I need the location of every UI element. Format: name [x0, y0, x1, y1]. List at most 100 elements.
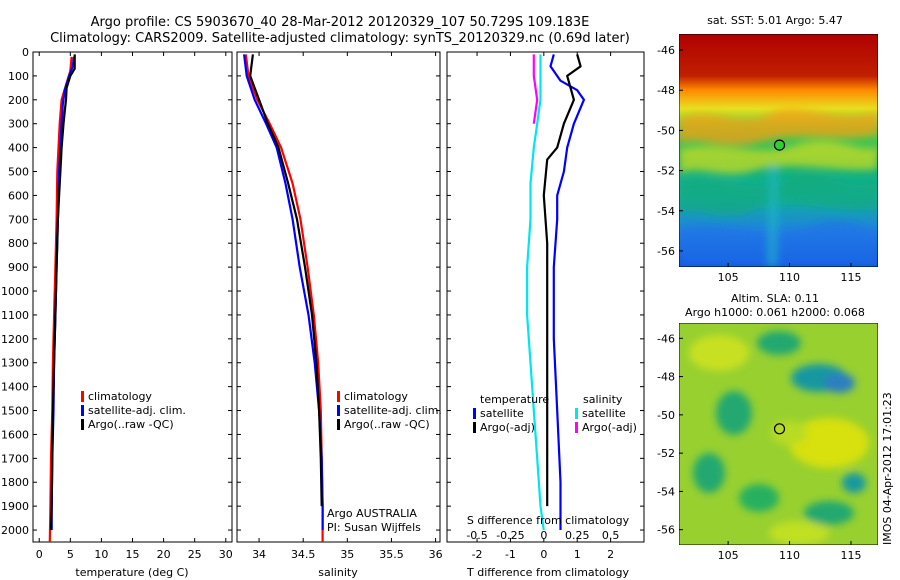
depth-tick-label: 600 [8, 189, 29, 202]
series-line-argo-raw-qc- [249, 54, 323, 507]
depth-tick-label: 1000 [1, 285, 29, 298]
x-tick-label: -2 [472, 548, 483, 561]
temperature-panel: 0100200300400500600700800900100011001200… [1, 46, 233, 579]
legend-label: satellite-adj. clim. [344, 404, 442, 417]
depth-tick-label: 2000 [1, 524, 29, 537]
difference-legend: temperature salinitysatelliteArgo(-adj)sa… [473, 393, 637, 434]
title-line1: Argo profile: CS 5903670_40 28-Mar-2012 … [91, 15, 590, 30]
x-tick-label: 34.5 [291, 548, 316, 561]
sla-subtitle: Argo h1000: 0.061 h2000: 0.068 [685, 306, 865, 319]
sst-axes: 105 110 115 -46 -48 -50 -52 -54 -56 [657, 44, 861, 284]
x-tick-label: -1 [505, 548, 516, 561]
x-tick-label: 0 [540, 548, 547, 561]
depth-tick-label: 900 [8, 261, 29, 274]
temperature-x-axis: 0 5 10 15 20 25 30 [36, 52, 233, 561]
s-difference-label: S difference from climatology [467, 514, 630, 527]
title-line2: Climatology: CARS2009. Satellite-adjuste… [50, 31, 630, 46]
map-y-tick-label: -46 [657, 332, 675, 345]
x-tick-label: 35 [340, 548, 354, 561]
temperature-xlabel: temperature (deg C) [75, 566, 188, 579]
argo-country-note: Argo AUSTRALIA [327, 507, 417, 520]
map-y-tick-label: -50 [657, 124, 675, 137]
x-tick-label: 1 [574, 548, 581, 561]
x-tick-label: 34 [252, 548, 266, 561]
map-y-tick-label: -48 [657, 84, 675, 97]
depth-tick-label: 1100 [1, 309, 29, 322]
map-y-tick-label: -52 [657, 447, 675, 460]
series-line-argo-adj- [532, 54, 539, 124]
depth-tick-label: 1200 [1, 333, 29, 346]
legend-label: satellite [480, 407, 524, 420]
x-tick-label: 30 [219, 548, 233, 561]
difference-axes-frame [446, 51, 645, 543]
series-line-argo-raw-qc- [49, 54, 76, 531]
depth-tick-label: 500 [8, 166, 29, 179]
legend-label: satellite [582, 407, 626, 420]
series-line-satellite [549, 54, 586, 530]
legend-label: climatology [344, 390, 408, 403]
map-y-tick-label: -46 [657, 44, 675, 57]
depth-tick-label: 1800 [1, 476, 29, 489]
depth-tick-label: 400 [8, 142, 29, 155]
series-line-satellite [525, 54, 545, 531]
depth-tick-label: 1300 [1, 357, 29, 370]
legend-label: Argo(-adj) [480, 421, 535, 434]
depth-axis: 0 100 200 300 400 500 600 700 800 900 1000 1100 1200… [1, 46, 232, 537]
map-x-tick-label: 110 [779, 549, 800, 562]
salinity-xlabel: salinity [318, 566, 358, 579]
sla-map: Altim. SLA: 0.11 Argo h1000: 0.061 h2000… [657, 292, 878, 562]
x-tick-label: 25 [188, 548, 202, 561]
depth-tick-label: 0 [22, 46, 29, 59]
depth-tick-label: 1500 [1, 405, 29, 418]
difference-panel: -2 -1 0 1 2 -0.5 -0.25 0 0.25 0.5 S difference fr… [446, 51, 645, 579]
legend-label: Argo(-adj) [582, 421, 637, 434]
legend-title-temperature: temperature [480, 393, 549, 406]
map-x-tick-label: 115 [840, 271, 861, 284]
depth-tick-label: 1600 [1, 428, 29, 441]
difference-series [525, 54, 586, 531]
sst-map: sat. SST: 5.01 Argo: 5.47 105 110 115 -46 -4… [657, 14, 878, 284]
x-tick-label: 15 [126, 548, 140, 561]
s-tick-label: 0 [540, 529, 547, 542]
map-x-tick-label: 110 [779, 271, 800, 284]
x-tick-label: 20 [157, 548, 171, 561]
salinity-panel: 34 34.5 35 35.5 36 salinity climatologysatel… [236, 51, 443, 579]
depth-tick-label: 1400 [1, 381, 29, 394]
sla-axes: 105 110 115 -46 -48 -50 -52 -54 -56 [657, 332, 861, 562]
depth-tick-label: 1900 [1, 500, 29, 513]
legend-label: Argo(..raw -QC) [88, 418, 174, 431]
depth-tick-label: 100 [8, 70, 29, 83]
legend-swatch [337, 405, 340, 416]
s-tick-label: 0.25 [565, 529, 590, 542]
map-x-tick-label: 105 [718, 549, 739, 562]
imos-timestamp: IMOS 04-Apr-2012 17:01:23 [881, 392, 894, 545]
salinity-y-ticks [237, 51, 440, 531]
pi-note: PI: Susan Wijffels [327, 521, 421, 534]
x-tick-label: 2 [607, 548, 614, 561]
sst-title: sat. SST: 5.01 Argo: 5.47 [707, 14, 843, 27]
legend-swatch [81, 405, 84, 416]
map-y-tick-label: -50 [657, 409, 675, 422]
sla-title: Altim. SLA: 0.11 [731, 292, 819, 305]
series-line-argo-adj- [542, 54, 582, 507]
depth-tick-label: 700 [8, 213, 29, 226]
legend-swatch [575, 422, 578, 433]
legend-swatch [81, 419, 84, 430]
depth-tick-label: 300 [8, 118, 29, 131]
map-x-tick-label: 105 [718, 271, 739, 284]
depth-tick-label: 1700 [1, 452, 29, 465]
map-y-tick-label: -54 [657, 485, 675, 498]
map-y-tick-label: -48 [657, 371, 675, 384]
t-difference-label: T difference from climatology [466, 566, 629, 579]
map-y-tick-label: -56 [657, 245, 675, 258]
s-tick-label: -0.25 [496, 529, 524, 542]
difference-x-axis: -2 -1 0 1 2 -0.5 -0.25 0 0.25 0.5 [466, 52, 619, 561]
salinity-series [243, 54, 324, 542]
legend-label: climatology [88, 390, 152, 403]
legend-swatch [473, 422, 476, 433]
depth-tick-label: 200 [8, 94, 29, 107]
temperature-series [48, 54, 76, 542]
float-location-marker [773, 139, 786, 151]
salinity-x-axis: 34 34.5 35 35.5 36 [252, 52, 443, 561]
